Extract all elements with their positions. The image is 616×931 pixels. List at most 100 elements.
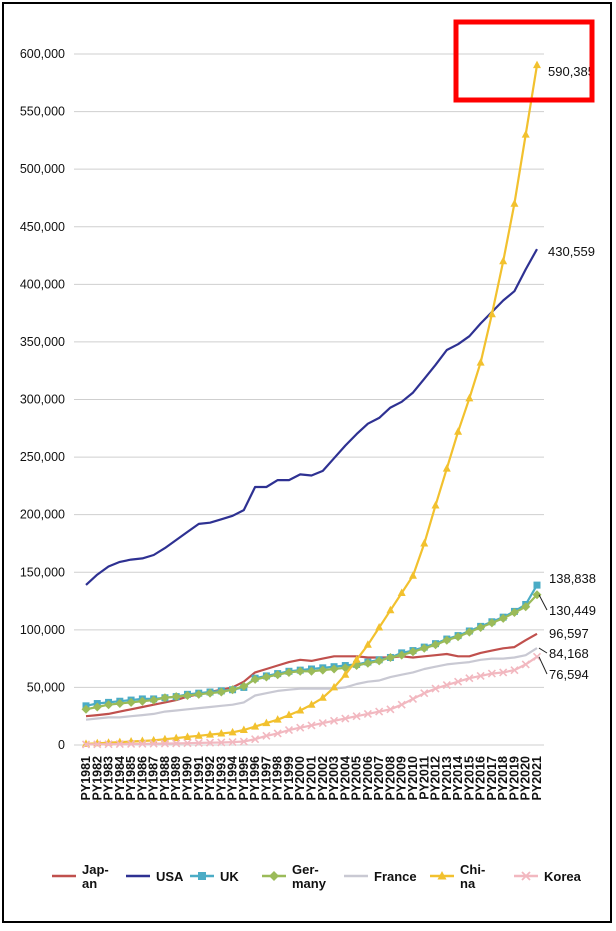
legend-label: Korea (544, 869, 582, 884)
x-tick-label: PY2003 (327, 756, 341, 801)
data-point (341, 714, 350, 723)
series-line (85, 64, 539, 745)
data-point (487, 669, 496, 678)
data-point (228, 738, 237, 747)
data-point (126, 697, 136, 707)
data-point (284, 725, 294, 735)
x-tick-label: PY2006 (361, 756, 375, 801)
leader-line (538, 647, 548, 654)
data-point (532, 652, 542, 661)
data-point (476, 358, 485, 366)
data-point (307, 700, 316, 708)
data-point (498, 613, 508, 623)
data-point (228, 727, 237, 736)
y-tick-label: 300,000 (20, 393, 65, 407)
data-point (397, 700, 406, 709)
data-point (160, 693, 170, 703)
data-point (206, 730, 215, 738)
data-point (251, 722, 260, 730)
x-tick-label: PY2010 (406, 756, 420, 801)
data-point (194, 738, 203, 747)
data-point (296, 705, 305, 714)
x-tick-label: PY1986 (135, 756, 149, 801)
end-value-label: 96,597 (549, 626, 589, 641)
data-point (431, 500, 440, 509)
x-tick-label: PY1985 (124, 756, 138, 801)
data-point (284, 710, 293, 719)
data-point (386, 605, 395, 614)
data-point (352, 712, 361, 721)
data-point (149, 739, 158, 748)
data-point (104, 740, 113, 749)
data-point (431, 684, 440, 693)
x-tick-label: PY1997 (259, 756, 273, 801)
end-value-label: 590,385 (548, 64, 595, 79)
data-point (521, 602, 531, 612)
x-tick-label: PY2009 (395, 756, 409, 801)
legend-label: Ger- (292, 862, 319, 877)
data-point (183, 739, 192, 748)
x-tick-label: PY2011 (417, 756, 431, 800)
x-tick-label: PY1988 (158, 756, 172, 801)
series-line (85, 248, 538, 586)
data-point (454, 677, 463, 686)
y-tick-label: 500,000 (20, 162, 65, 176)
data-point (521, 660, 530, 669)
x-tick-label: PY2015 (462, 756, 476, 801)
data-point (329, 716, 339, 725)
data-point (92, 702, 102, 712)
data-point (137, 696, 147, 706)
x-tick-label: PY1998 (271, 756, 285, 801)
x-tick-label: PY2012 (429, 756, 443, 801)
data-point (307, 666, 316, 676)
x-tick-label: PY1999 (282, 756, 296, 801)
legend-label: Jap- (82, 862, 109, 877)
data-point (273, 715, 282, 723)
data-point (104, 700, 114, 710)
series-line (85, 647, 538, 721)
x-tick-label: PY1987 (147, 756, 161, 801)
legend-marker (198, 872, 206, 880)
data-point (239, 737, 248, 746)
data-point (476, 671, 485, 680)
data-point (397, 588, 406, 596)
y-tick-label: 450,000 (20, 220, 65, 234)
x-tick-label: PY2007 (372, 756, 386, 801)
x-tick-label: PY1983 (102, 756, 116, 801)
data-point (296, 723, 305, 732)
data-point (487, 618, 497, 628)
chart-frame: 0 50,000 100,000 150,000 200,000 250,000 300,0… (2, 2, 612, 923)
x-tick-label: PY1982 (90, 756, 104, 801)
data-point (510, 199, 519, 207)
legend-label: France (374, 869, 417, 884)
x-tick-label: PY1984 (113, 756, 127, 801)
data-point (352, 655, 361, 663)
data-point (374, 656, 384, 666)
data-point (115, 740, 124, 749)
x-tick-label: PY2020 (519, 756, 533, 801)
end-value-label: 138,838 (549, 571, 596, 586)
y-tick-label: 350,000 (20, 335, 65, 349)
data-point (182, 690, 192, 700)
legend-label: na (460, 876, 476, 891)
x-tick-label: PY2004 (338, 756, 352, 801)
data-point (217, 728, 226, 737)
legend-label: many (292, 876, 327, 891)
x-tick-label: PY2008 (383, 756, 397, 801)
data-point (262, 731, 271, 740)
data-point (532, 590, 542, 600)
data-point (465, 674, 474, 683)
data-point (442, 635, 452, 645)
legend-marker (437, 871, 447, 880)
data-point (363, 709, 372, 718)
data-point (81, 740, 91, 749)
y-tick-label: 600,000 (20, 47, 65, 61)
data-point (385, 652, 395, 662)
data-point (363, 640, 372, 648)
data-point (509, 608, 519, 618)
data-point (295, 666, 305, 676)
data-point (318, 719, 327, 728)
data-point (420, 538, 429, 547)
x-tick-label: PY2000 (293, 756, 307, 801)
data-point (499, 668, 508, 677)
